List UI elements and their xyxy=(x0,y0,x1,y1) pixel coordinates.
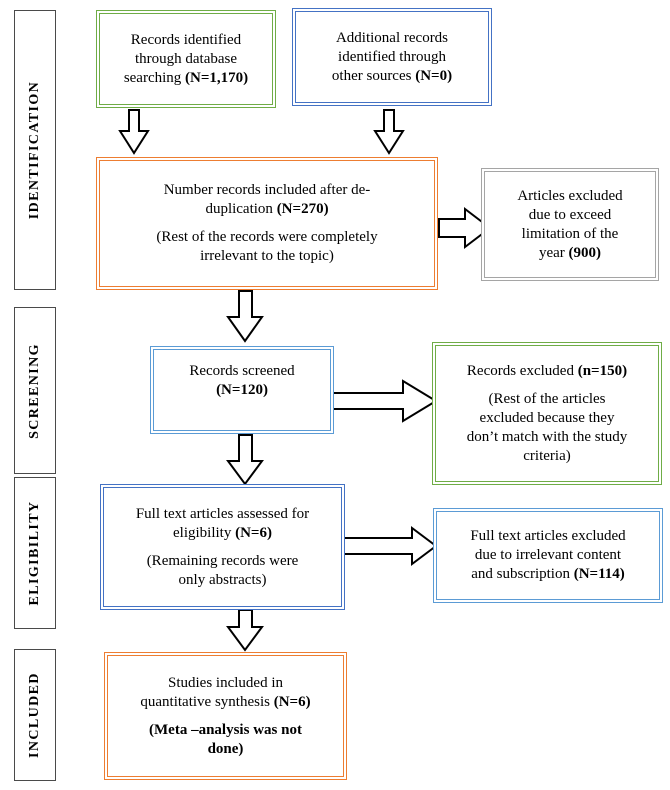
box-text-row: searching (N=1,170) xyxy=(124,69,248,88)
box-year-excluded: Articles excluded due to exceed limitati… xyxy=(481,168,659,281)
box-text: identified through xyxy=(338,48,446,65)
record-count: (N=6) xyxy=(273,693,311,710)
box-records-screened: Records screened (N=120) xyxy=(150,346,334,434)
box-text: Articles excluded xyxy=(517,187,623,204)
box-note: done) xyxy=(207,740,244,757)
box-database-records: Records identified through database sear… xyxy=(96,10,276,108)
box-text: Full text articles assessed for xyxy=(135,505,310,522)
arrow-fulltext-to-excluded xyxy=(342,526,438,566)
record-count: (N=1,170) xyxy=(185,69,249,86)
record-count: (N=120) xyxy=(216,382,268,398)
box-text: due to exceed xyxy=(528,206,612,223)
box-text-row: eligibility (N=6) xyxy=(173,524,272,543)
box-text: Records identified xyxy=(130,31,242,48)
box-note: excluded because they xyxy=(479,409,615,426)
box-text: and subscription xyxy=(471,566,574,582)
box-studies-included: Studies included in quantitative synthes… xyxy=(104,652,347,780)
record-count: (n=150) xyxy=(577,362,628,379)
record-count: (N=114) xyxy=(573,566,625,582)
box-fulltext-excluded: Full text articles excluded due to irrel… xyxy=(433,508,663,603)
box-deduplication: Number records included after de- duplic… xyxy=(96,157,438,290)
box-note: (Rest of the records were completely xyxy=(156,229,378,245)
box-text-row: duplication (N=270) xyxy=(205,200,328,219)
box-text: Records screened xyxy=(189,363,295,379)
box-note: don’t match with the study xyxy=(466,428,628,445)
record-count: (N=0) xyxy=(415,67,453,84)
box-fulltext-assessed: Full text articles assessed for eligibil… xyxy=(100,484,345,610)
box-text-row: year (900) xyxy=(539,244,601,263)
arrow-screened-to-excluded xyxy=(332,379,438,423)
box-other-sources: Additional records identified through ot… xyxy=(292,8,492,106)
arrow-database-to-dedup xyxy=(118,109,150,155)
box-text: year xyxy=(538,244,569,261)
box-text: limitation of the xyxy=(521,225,619,242)
arrow-fulltext-to-included xyxy=(226,609,264,652)
box-text-row: other sources (N=0) xyxy=(332,67,452,86)
box-note: (Remaining records were xyxy=(146,552,299,569)
arrow-dedup-to-year-excluded xyxy=(438,206,492,250)
box-text: due to irrelevant content xyxy=(474,547,622,563)
record-count: (900) xyxy=(568,244,602,261)
box-note: (Rest of the articles xyxy=(488,390,606,407)
box-text: Records excluded xyxy=(466,362,578,379)
box-text-row: and subscription (N=114) xyxy=(471,565,625,584)
box-note: only abstracts) xyxy=(178,571,267,588)
phase-label-identification: IDENTIFICATION xyxy=(14,10,56,290)
box-screening-excluded: Records excluded (n=150) (Rest of the ar… xyxy=(432,342,662,485)
phase-label-eligibility: ELIGIBILITY xyxy=(14,477,56,629)
box-text: Number records included after de- xyxy=(163,182,371,198)
box-text: eligibility xyxy=(173,524,236,541)
box-text: Studies included in xyxy=(168,674,283,691)
box-text: other sources xyxy=(331,67,416,84)
box-note: irrelevant to the topic) xyxy=(200,248,334,264)
box-text: duplication xyxy=(205,201,277,217)
arrow-other-to-dedup xyxy=(373,109,405,155)
box-text: through database xyxy=(134,50,238,67)
box-note: criteria) xyxy=(523,447,571,464)
arrow-screened-to-fulltext xyxy=(226,434,264,486)
box-text: searching xyxy=(123,69,186,86)
phase-label-included: INCLUDED xyxy=(14,649,56,781)
box-text-row: quantitative synthesis (N=6) xyxy=(140,693,310,712)
phase-label-screening: SCREENING xyxy=(14,307,56,474)
box-text: quantitative synthesis xyxy=(140,693,274,710)
record-count: (N=6) xyxy=(235,524,272,541)
box-text: Additional records xyxy=(335,29,449,46)
arrow-dedup-to-screened xyxy=(226,290,264,343)
box-text: Full text articles excluded xyxy=(470,528,626,544)
box-text-row: Records excluded (n=150) xyxy=(467,362,627,381)
box-note: (Meta –analysis was not xyxy=(149,721,302,738)
record-count: (N=270) xyxy=(276,201,329,217)
